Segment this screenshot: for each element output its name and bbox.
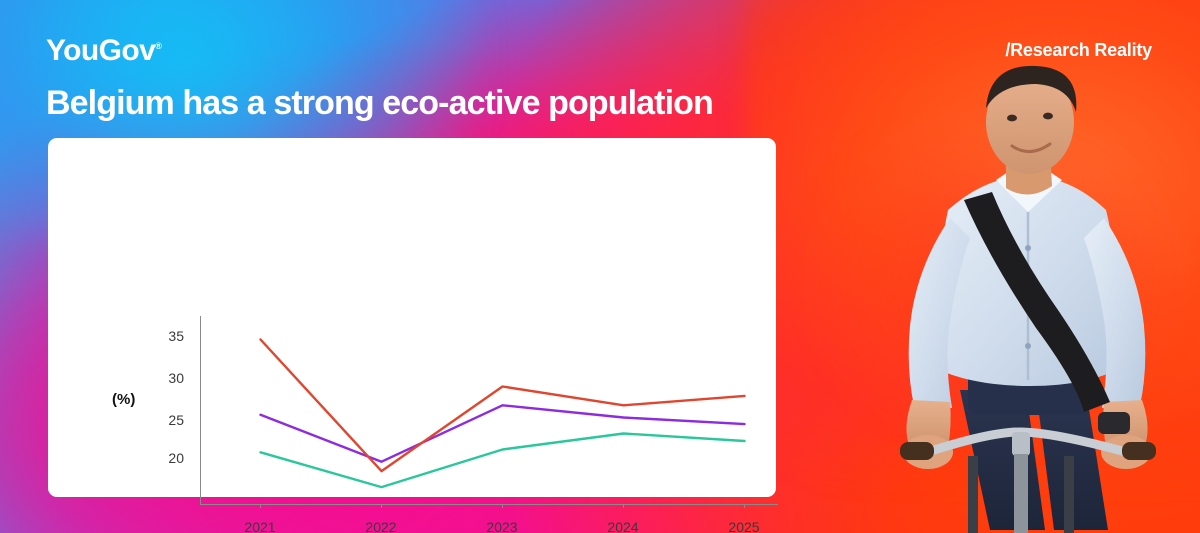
photo-grip-right <box>1122 442 1156 460</box>
series-line-world <box>259 432 746 489</box>
x-tick-label-2024: 2024 <box>607 519 639 533</box>
photo-fork-right <box>1064 456 1074 533</box>
y-axis-title: (%) <box>112 391 136 408</box>
page-title: Belgium has a strong eco-active populati… <box>46 84 714 122</box>
plot-area <box>200 316 778 508</box>
registered-trademark-icon: ® <box>155 41 162 51</box>
series-line-be <box>259 338 746 473</box>
plot-svg <box>200 316 778 508</box>
line-chart: (%) 35 30 25 20 <box>48 138 778 533</box>
photo-button <box>1025 343 1031 349</box>
photo-fork-steerer <box>1014 454 1028 533</box>
photo-fork-left <box>968 456 978 533</box>
yougov-logo[interactable]: YouGov® <box>46 34 162 67</box>
x-tick-label-2022: 2022 <box>365 519 397 533</box>
photo-button <box>1025 245 1031 251</box>
photo-mouth <box>1010 142 1052 153</box>
x-tick-label-2023: 2023 <box>486 519 518 533</box>
photo-hair <box>986 65 1077 112</box>
photo-arm-right <box>1084 218 1146 408</box>
y-tick-label-35: 35 <box>168 328 184 344</box>
y-tick-label-30: 30 <box>168 370 184 386</box>
photo-grip-left <box>900 442 934 460</box>
cyclist-photo <box>840 60 1200 533</box>
photo-eye-right <box>1043 112 1053 120</box>
photo-forearm-left <box>906 400 951 448</box>
x-tick-label-2025: 2025 <box>728 519 760 533</box>
yougov-logo-text: YouGov <box>46 34 156 67</box>
chart-card: (%) 35 30 25 20 <box>48 138 778 533</box>
photo-eye-left <box>1007 114 1017 122</box>
y-tick-label-20: 20 <box>168 450 184 466</box>
photo-face <box>986 70 1074 174</box>
y-tick-label-25: 25 <box>168 412 184 428</box>
photo-bag-strap <box>964 192 1110 412</box>
x-tick-label-2021: 2021 <box>244 519 276 533</box>
photo-stem <box>1012 432 1030 456</box>
photo-arm-left <box>908 218 970 408</box>
photo-wristwatch <box>1098 412 1130 434</box>
series-line-eu <box>259 404 746 463</box>
research-reality-tagline: /Research Reality <box>1005 40 1152 60</box>
